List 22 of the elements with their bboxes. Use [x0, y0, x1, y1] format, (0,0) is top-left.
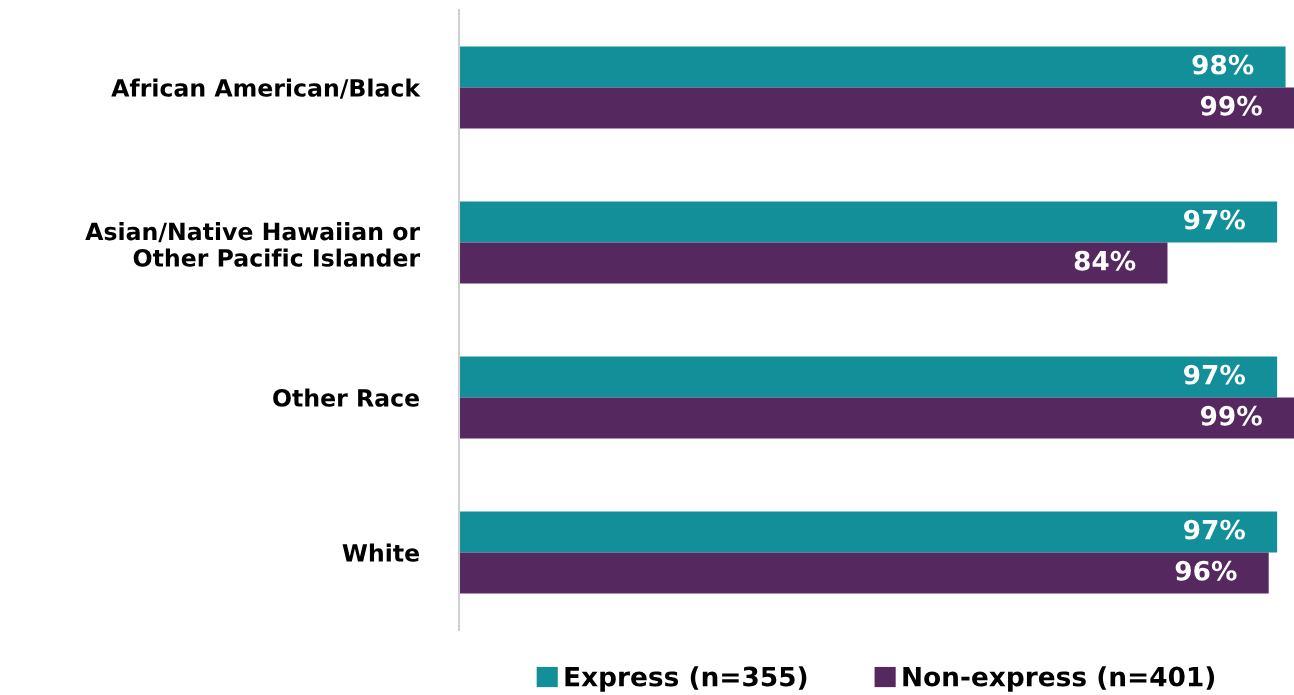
y-tick-label: Asian/Native Hawaiian or Other Pacific Islander — [85, 222, 421, 267]
bar — [459, 552, 1269, 594]
data-label: 98% — [1192, 54, 1254, 75]
bar — [459, 397, 1294, 439]
y-tick-label: African American/Black — [111, 78, 421, 99]
bar — [459, 87, 1294, 129]
y-tick-label: Other Race — [273, 388, 419, 407]
bar — [459, 242, 1168, 284]
legend-label: Express (n=355) — [565, 666, 807, 692]
data-label: 99% — [1200, 405, 1262, 426]
bar — [459, 356, 1278, 398]
bar — [459, 46, 1286, 88]
y-tick-label: White — [342, 543, 419, 562]
data-label: 97% — [1184, 519, 1246, 540]
bar — [459, 201, 1278, 243]
bar — [459, 511, 1278, 553]
data-label: 84% — [1074, 250, 1136, 271]
data-label: 97% — [1184, 364, 1246, 385]
data-label: 97% — [1184, 209, 1246, 230]
data-label: 99% — [1200, 95, 1262, 116]
data-label: 96% — [1175, 560, 1237, 581]
legend-label: Non-express (n=401) — [903, 666, 1215, 692]
